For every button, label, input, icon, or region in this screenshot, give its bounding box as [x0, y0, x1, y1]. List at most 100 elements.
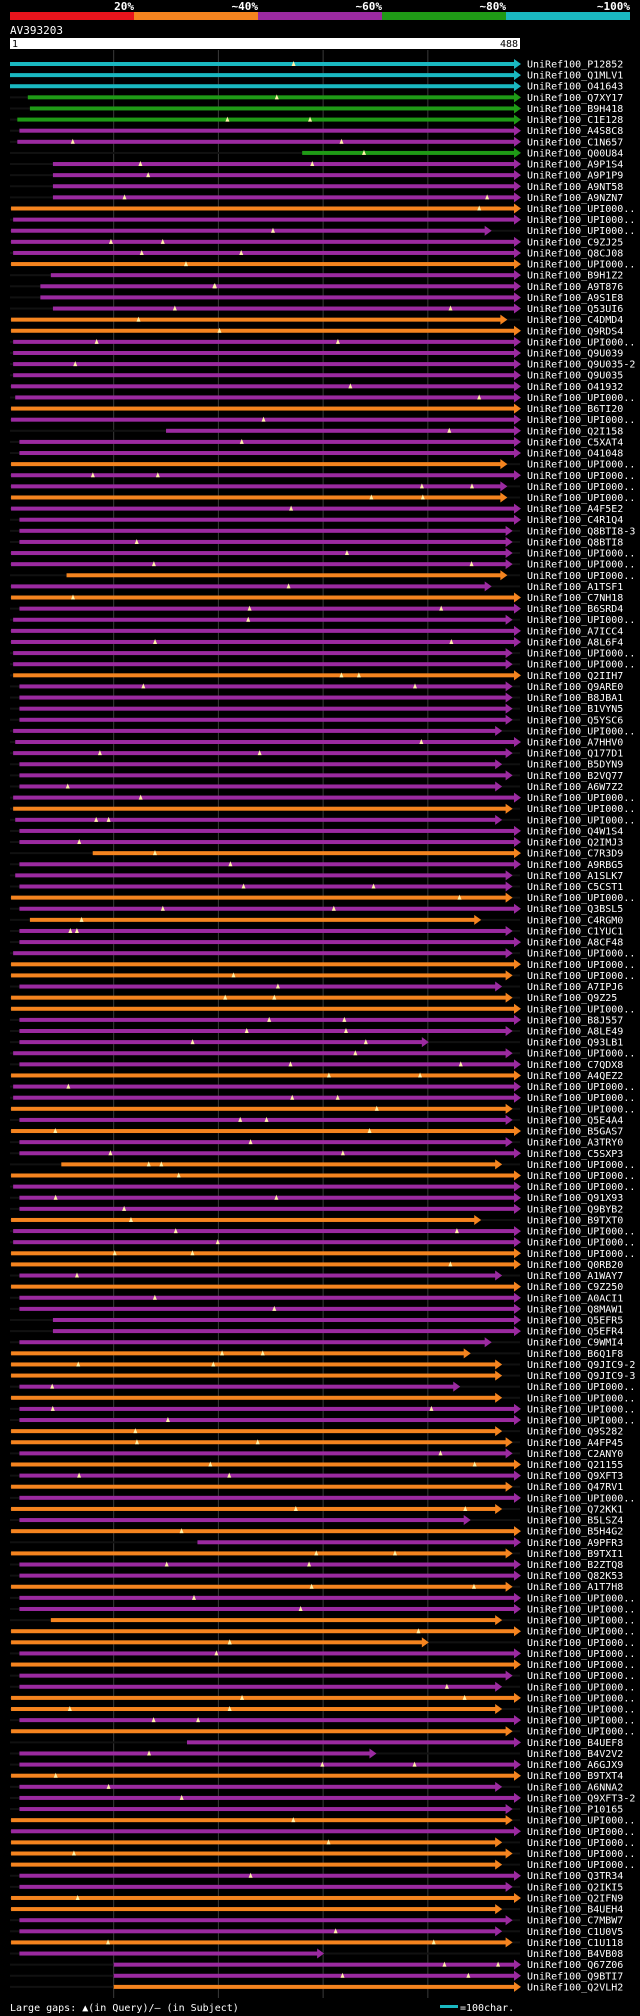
hit-bar[interactable] [19, 1795, 516, 1800]
hit-row[interactable]: UniRef100_Q8CJ08 [10, 247, 623, 259]
hit-bar[interactable] [11, 1862, 497, 1867]
hit-row[interactable]: UniRef100_UPI000.. [10, 948, 635, 960]
hit-row[interactable]: UniRef100_UPI000.. [10, 1381, 635, 1394]
hit-row[interactable]: UniRef100_UPI000.. [10, 1859, 635, 1872]
hit-label[interactable]: UniRef100_Q2I158 [527, 426, 623, 437]
hit-bar[interactable] [11, 1284, 515, 1289]
hit-bar[interactable] [19, 1651, 516, 1656]
hit-bar[interactable] [11, 406, 515, 411]
hit-label[interactable]: UniRef100_UPI000.. [527, 1604, 635, 1615]
hit-row[interactable]: UniRef100_A9NZN7 [10, 192, 623, 204]
hit-row[interactable]: UniRef100_A0ACI1 [10, 1292, 623, 1305]
hit-label[interactable]: UniRef100_A9S1E8 [527, 293, 623, 304]
hit-label[interactable]: UniRef100_Q4W1S4 [527, 826, 623, 837]
hit-label[interactable]: UniRef100_Q2IFN9 [527, 1893, 623, 1904]
hit-label[interactable]: UniRef100_A7IPJ6 [527, 982, 623, 993]
hit-row[interactable]: UniRef100_UPI000.. [10, 1603, 635, 1616]
hit-row[interactable]: UniRef100_Q2IKI5 [10, 1881, 623, 1894]
hit-label[interactable]: UniRef100_Q0RB20 [527, 1260, 623, 1271]
hit-row[interactable]: UniRef100_UPI000.. [10, 214, 635, 227]
hit-row[interactable]: UniRef100_Q5YSC6 [10, 714, 623, 727]
hit-row[interactable]: UniRef100_Q72KK1 [10, 1503, 623, 1516]
hit-bar[interactable] [19, 684, 507, 689]
hit-row[interactable]: UniRef100_UPI000.. [10, 1103, 635, 1116]
hit-bar[interactable] [11, 228, 486, 233]
hit-bar[interactable] [61, 1162, 497, 1167]
hit-label[interactable]: UniRef100_Q7XY17 [527, 93, 623, 104]
hit-bar[interactable] [13, 951, 507, 956]
hit-bar[interactable] [19, 1673, 507, 1678]
hit-row[interactable]: UniRef100_C1E128 [10, 114, 623, 127]
hit-row[interactable]: UniRef100_Q9U039 [10, 347, 623, 360]
hit-label[interactable]: UniRef100_Q9JIC9-2 [527, 1360, 635, 1371]
hit-bar[interactable] [19, 1029, 507, 1033]
hit-label[interactable]: UniRef100_UPI000.. [527, 804, 635, 815]
hit-label[interactable]: UniRef100_UPI000.. [527, 726, 635, 737]
hit-row[interactable]: UniRef100_Q8MAW1 [10, 1303, 623, 1316]
hit-label[interactable]: UniRef100_Q8CJ08 [527, 248, 623, 259]
hit-bar[interactable] [11, 1129, 515, 1134]
hit-label[interactable]: UniRef100_A9T876 [527, 282, 623, 293]
hit-label[interactable]: UniRef100_Q82K53 [527, 1571, 623, 1582]
hit-row[interactable]: UniRef100_Q82K53 [10, 1570, 623, 1583]
hit-bar[interactable] [17, 117, 515, 122]
hit-row[interactable]: UniRef100_UPI000.. [10, 1226, 635, 1238]
hit-label[interactable]: UniRef100_UPI000.. [527, 1827, 635, 1838]
hit-row[interactable]: UniRef100_UPI000.. [10, 336, 635, 349]
hit-row[interactable]: UniRef100_A4S8C8 [10, 125, 623, 138]
hit-bar[interactable] [19, 1562, 516, 1567]
hit-bar[interactable] [11, 1940, 507, 1945]
hit-row[interactable]: UniRef100_Q8BTI8 [10, 536, 623, 549]
hit-label[interactable]: UniRef100_UPI000.. [527, 1382, 635, 1393]
hit-row[interactable]: UniRef100_C4DMD4 [10, 314, 623, 327]
hit-row[interactable]: UniRef100_B4UEH4 [10, 1904, 623, 1916]
hit-row[interactable]: UniRef100_Q53UI6 [10, 303, 623, 316]
hit-label[interactable]: UniRef100_Q9U039 [527, 348, 623, 359]
hit-bar[interactable] [10, 62, 515, 66]
hit-row[interactable]: UniRef100_A8CF48 [10, 937, 623, 949]
hit-label[interactable]: UniRef100_A7HHV0 [527, 738, 623, 749]
hit-bar[interactable] [11, 1840, 497, 1845]
hit-row[interactable]: UniRef100_UPI000.. [10, 259, 635, 271]
hit-label[interactable]: UniRef100_A9NZN7 [527, 193, 623, 204]
hit-row[interactable]: UniRef100_UPI000.. [10, 1815, 635, 1827]
hit-row[interactable]: UniRef100_C9Z250 [10, 1281, 623, 1294]
hit-bar[interactable] [15, 395, 515, 400]
hit-label[interactable]: UniRef100_UPI000.. [527, 1838, 635, 1849]
hit-label[interactable]: UniRef100_C5XAT4 [527, 437, 623, 448]
hit-label[interactable]: UniRef100_UPI000.. [527, 1638, 635, 1649]
hit-label[interactable]: UniRef100_Q9XFT3 [527, 1471, 623, 1482]
hit-row[interactable]: UniRef100_C1YUC1 [10, 925, 623, 938]
hit-row[interactable]: UniRef100_C5CST1 [10, 881, 623, 894]
hit-row[interactable]: UniRef100_B2VQ77 [10, 770, 623, 782]
hit-bar[interactable] [11, 1462, 515, 1467]
hit-label[interactable]: UniRef100_B8J557 [527, 1015, 623, 1026]
hit-row[interactable]: UniRef100_UPI000.. [10, 1248, 635, 1260]
hit-bar[interactable] [11, 1262, 515, 1267]
hit-row[interactable]: UniRef100_UPI000.. [10, 892, 635, 905]
hit-bar[interactable] [19, 1929, 497, 1934]
hit-bar[interactable] [15, 873, 507, 878]
hit-row[interactable]: UniRef100_UPI000.. [10, 959, 635, 971]
hit-row[interactable]: UniRef100_UPI000.. [10, 459, 635, 471]
hit-row[interactable]: UniRef100_A7ICC4 [10, 625, 623, 638]
hit-label[interactable]: UniRef100_UPI000.. [527, 1705, 635, 1716]
hit-label[interactable]: UniRef100_Q53UI6 [527, 304, 623, 315]
hit-label[interactable]: UniRef100_B5GAS7 [527, 1127, 623, 1138]
hit-row[interactable]: UniRef100_Q2IIH7 [10, 670, 623, 682]
hit-label[interactable]: UniRef100_B1VYN5 [527, 704, 623, 715]
hit-row[interactable]: UniRef100_Q5EFR4 [10, 1326, 623, 1338]
hit-bar[interactable] [11, 239, 515, 244]
hit-row[interactable]: UniRef100_Q9Z25 [10, 992, 617, 1005]
hit-bar[interactable] [11, 384, 515, 389]
hit-label[interactable]: UniRef100_UPI000.. [527, 1393, 635, 1404]
hit-label[interactable]: UniRef100_UPI000.. [527, 493, 635, 504]
hit-label[interactable]: UniRef100_Q9S282 [527, 1427, 623, 1438]
hit-row[interactable]: UniRef100_UPI000.. [10, 559, 635, 571]
hit-row[interactable]: UniRef100_O41932 [10, 381, 623, 393]
hit-row[interactable]: UniRef100_Q9JIC9-2 [10, 1359, 635, 1371]
hit-label[interactable]: UniRef100_Q9BTI7 [527, 1971, 623, 1982]
hit-row[interactable]: UniRef100_B8JBA1 [10, 692, 623, 705]
hit-row[interactable]: UniRef100_C5XAT4 [10, 436, 623, 449]
hit-bar[interactable] [11, 1006, 515, 1011]
